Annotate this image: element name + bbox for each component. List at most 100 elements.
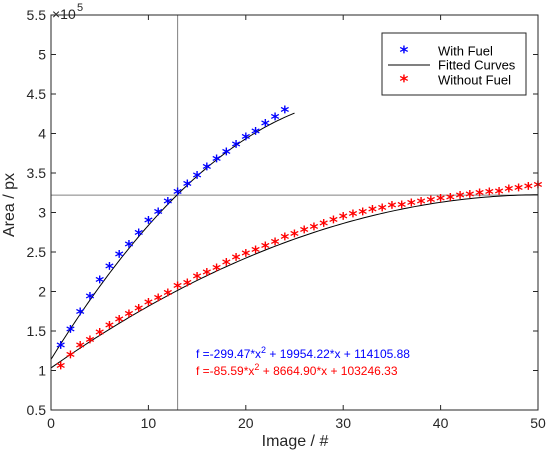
data-point-without-fuel: * bbox=[95, 326, 104, 346]
data-point-with-fuel: * bbox=[124, 237, 133, 257]
data-point-without-fuel: * bbox=[124, 307, 133, 327]
data-point-without-fuel: * bbox=[417, 195, 426, 215]
data-point-with-fuel: * bbox=[183, 177, 192, 197]
data-point-with-fuel: * bbox=[280, 103, 289, 123]
data-point-with-fuel: * bbox=[115, 248, 124, 268]
y-tick-label: 1 bbox=[38, 363, 46, 379]
data-point-without-fuel: * bbox=[86, 333, 95, 353]
y-exponent: ×10 5 bbox=[52, 2, 83, 22]
data-point-without-fuel: * bbox=[105, 319, 114, 339]
legend-label-without-fuel: Without Fuel bbox=[438, 73, 511, 88]
data-point-without-fuel: * bbox=[495, 184, 504, 204]
y-exponent-label: ×10 bbox=[52, 6, 76, 22]
y-tick-label: 5.5 bbox=[27, 7, 47, 23]
data-point-without-fuel: * bbox=[485, 185, 494, 205]
data-point-with-fuel: * bbox=[105, 259, 114, 279]
reference-lines bbox=[51, 15, 538, 410]
data-point-without-fuel: * bbox=[241, 247, 250, 267]
data-point-without-fuel: * bbox=[387, 199, 396, 219]
data-point-with-fuel: * bbox=[271, 110, 280, 130]
data-point-with-fuel: * bbox=[173, 185, 182, 205]
data-point-without-fuel: * bbox=[329, 213, 338, 233]
data-point-without-fuel: * bbox=[504, 182, 513, 202]
data-point-without-fuel: * bbox=[66, 348, 75, 368]
data-point-without-fuel: * bbox=[339, 210, 348, 230]
data-point-with-fuel: * bbox=[193, 169, 202, 189]
data-point-without-fuel: * bbox=[378, 201, 387, 221]
data-point-with-fuel: * bbox=[134, 226, 143, 246]
y-tick-label: 3.5 bbox=[27, 165, 47, 181]
data-point-without-fuel: * bbox=[524, 180, 533, 200]
fit-equation-with-fuel: f =-299.47*x2 + 19954.22*x + 114105.88 bbox=[196, 345, 410, 361]
data-point-without-fuel: * bbox=[183, 276, 192, 296]
data-point-with-fuel: * bbox=[86, 289, 95, 309]
x-tick-label: 0 bbox=[47, 415, 55, 431]
fit-curve-without-fuel bbox=[50, 194, 539, 369]
data-point-without-fuel: * bbox=[426, 193, 435, 213]
fit-equations: f =-299.47*x2 + 19954.22*x + 114105.88 f… bbox=[196, 345, 410, 378]
data-point-with-fuel: * bbox=[76, 305, 85, 325]
data-point-with-fuel: * bbox=[251, 124, 260, 144]
data-point-without-fuel: * bbox=[173, 279, 182, 299]
data-point-with-fuel: * bbox=[144, 214, 153, 234]
data-point-without-fuel: * bbox=[232, 251, 241, 271]
y-axis-label: Area / px bbox=[1, 173, 18, 237]
data-point-without-fuel: * bbox=[407, 196, 416, 216]
data-point-without-fuel: * bbox=[251, 243, 260, 263]
y-exponent-power: 5 bbox=[77, 2, 83, 14]
data-point-without-fuel: * bbox=[446, 191, 455, 211]
y-tick-label: 2 bbox=[38, 284, 46, 300]
data-markers: ********** ** * * * * * * * * * * * *** * * * * * * * * * * * * * *… bbox=[56, 103, 542, 379]
data-point-with-fuel: * bbox=[212, 152, 221, 172]
data-point-without-fuel: * bbox=[154, 291, 163, 311]
data-point-with-fuel: * bbox=[261, 116, 270, 136]
fit-curve-with-fuel bbox=[50, 112, 295, 360]
legend-box bbox=[381, 32, 527, 96]
data-point-without-fuel: * bbox=[456, 188, 465, 208]
x-tick-label: 30 bbox=[335, 415, 351, 431]
y-tick-label: 4 bbox=[38, 126, 46, 142]
y-tick-label: 0.5 bbox=[27, 402, 47, 418]
data-point-without-fuel: * bbox=[134, 301, 143, 321]
data-point-with-fuel: * bbox=[222, 145, 231, 165]
x-tick-label: 50 bbox=[530, 415, 546, 431]
data-point-with-fuel: * bbox=[66, 323, 75, 343]
legend: * With Fuel Fitted Curves * Without Fuel bbox=[381, 32, 527, 96]
data-point-without-fuel: * bbox=[193, 270, 202, 290]
legend-label-fitted: Fitted Curves bbox=[438, 58, 516, 73]
data-point-without-fuel: * bbox=[271, 235, 280, 255]
x-axis-ticks: 0 10 20 30 40 50 bbox=[47, 15, 546, 431]
data-point-without-fuel: * bbox=[290, 227, 299, 247]
data-point-without-fuel: * bbox=[465, 187, 474, 207]
data-point-with-fuel: * bbox=[154, 205, 163, 225]
x-tick-label: 40 bbox=[433, 415, 449, 431]
data-point-without-fuel: * bbox=[76, 338, 85, 358]
legend-marker-with-fuel: * bbox=[400, 43, 409, 63]
data-point-without-fuel: * bbox=[202, 266, 211, 286]
data-point-without-fuel: * bbox=[368, 203, 377, 223]
data-point-without-fuel: * bbox=[436, 191, 445, 211]
data-point-without-fuel: * bbox=[222, 255, 231, 275]
data-point-without-fuel: * bbox=[397, 198, 406, 218]
legend-marker-without-fuel: * bbox=[400, 72, 409, 92]
data-point-with-fuel: * bbox=[202, 160, 211, 180]
y-tick-label: 2.5 bbox=[27, 244, 47, 260]
x-tick-label: 10 bbox=[141, 415, 157, 431]
data-point-with-fuel: * bbox=[56, 338, 65, 358]
data-point-without-fuel: * bbox=[358, 205, 367, 225]
data-point-without-fuel: * bbox=[475, 186, 484, 206]
data-point-with-fuel: * bbox=[232, 138, 241, 158]
fit-equation-without-fuel: f =-85.59*x2 + 8664.90*x + 103246.33 bbox=[196, 362, 398, 378]
data-point-without-fuel: * bbox=[514, 181, 523, 201]
data-point-without-fuel: * bbox=[310, 220, 319, 240]
y-axis-ticks: 0.5 1 1.5 2 2.5 3 3.5 4 4.5 5 5.5 bbox=[27, 7, 538, 418]
y-tick-label: 3 bbox=[38, 205, 46, 221]
y-tick-label: 1.5 bbox=[27, 323, 47, 339]
data-point-without-fuel: * bbox=[300, 223, 309, 243]
data-point-with-fuel: * bbox=[163, 195, 172, 215]
data-point-without-fuel: * bbox=[261, 239, 270, 259]
y-tick-label: 4.5 bbox=[27, 86, 47, 102]
data-point-with-fuel: * bbox=[95, 273, 104, 293]
data-point-without-fuel: * bbox=[163, 286, 172, 306]
